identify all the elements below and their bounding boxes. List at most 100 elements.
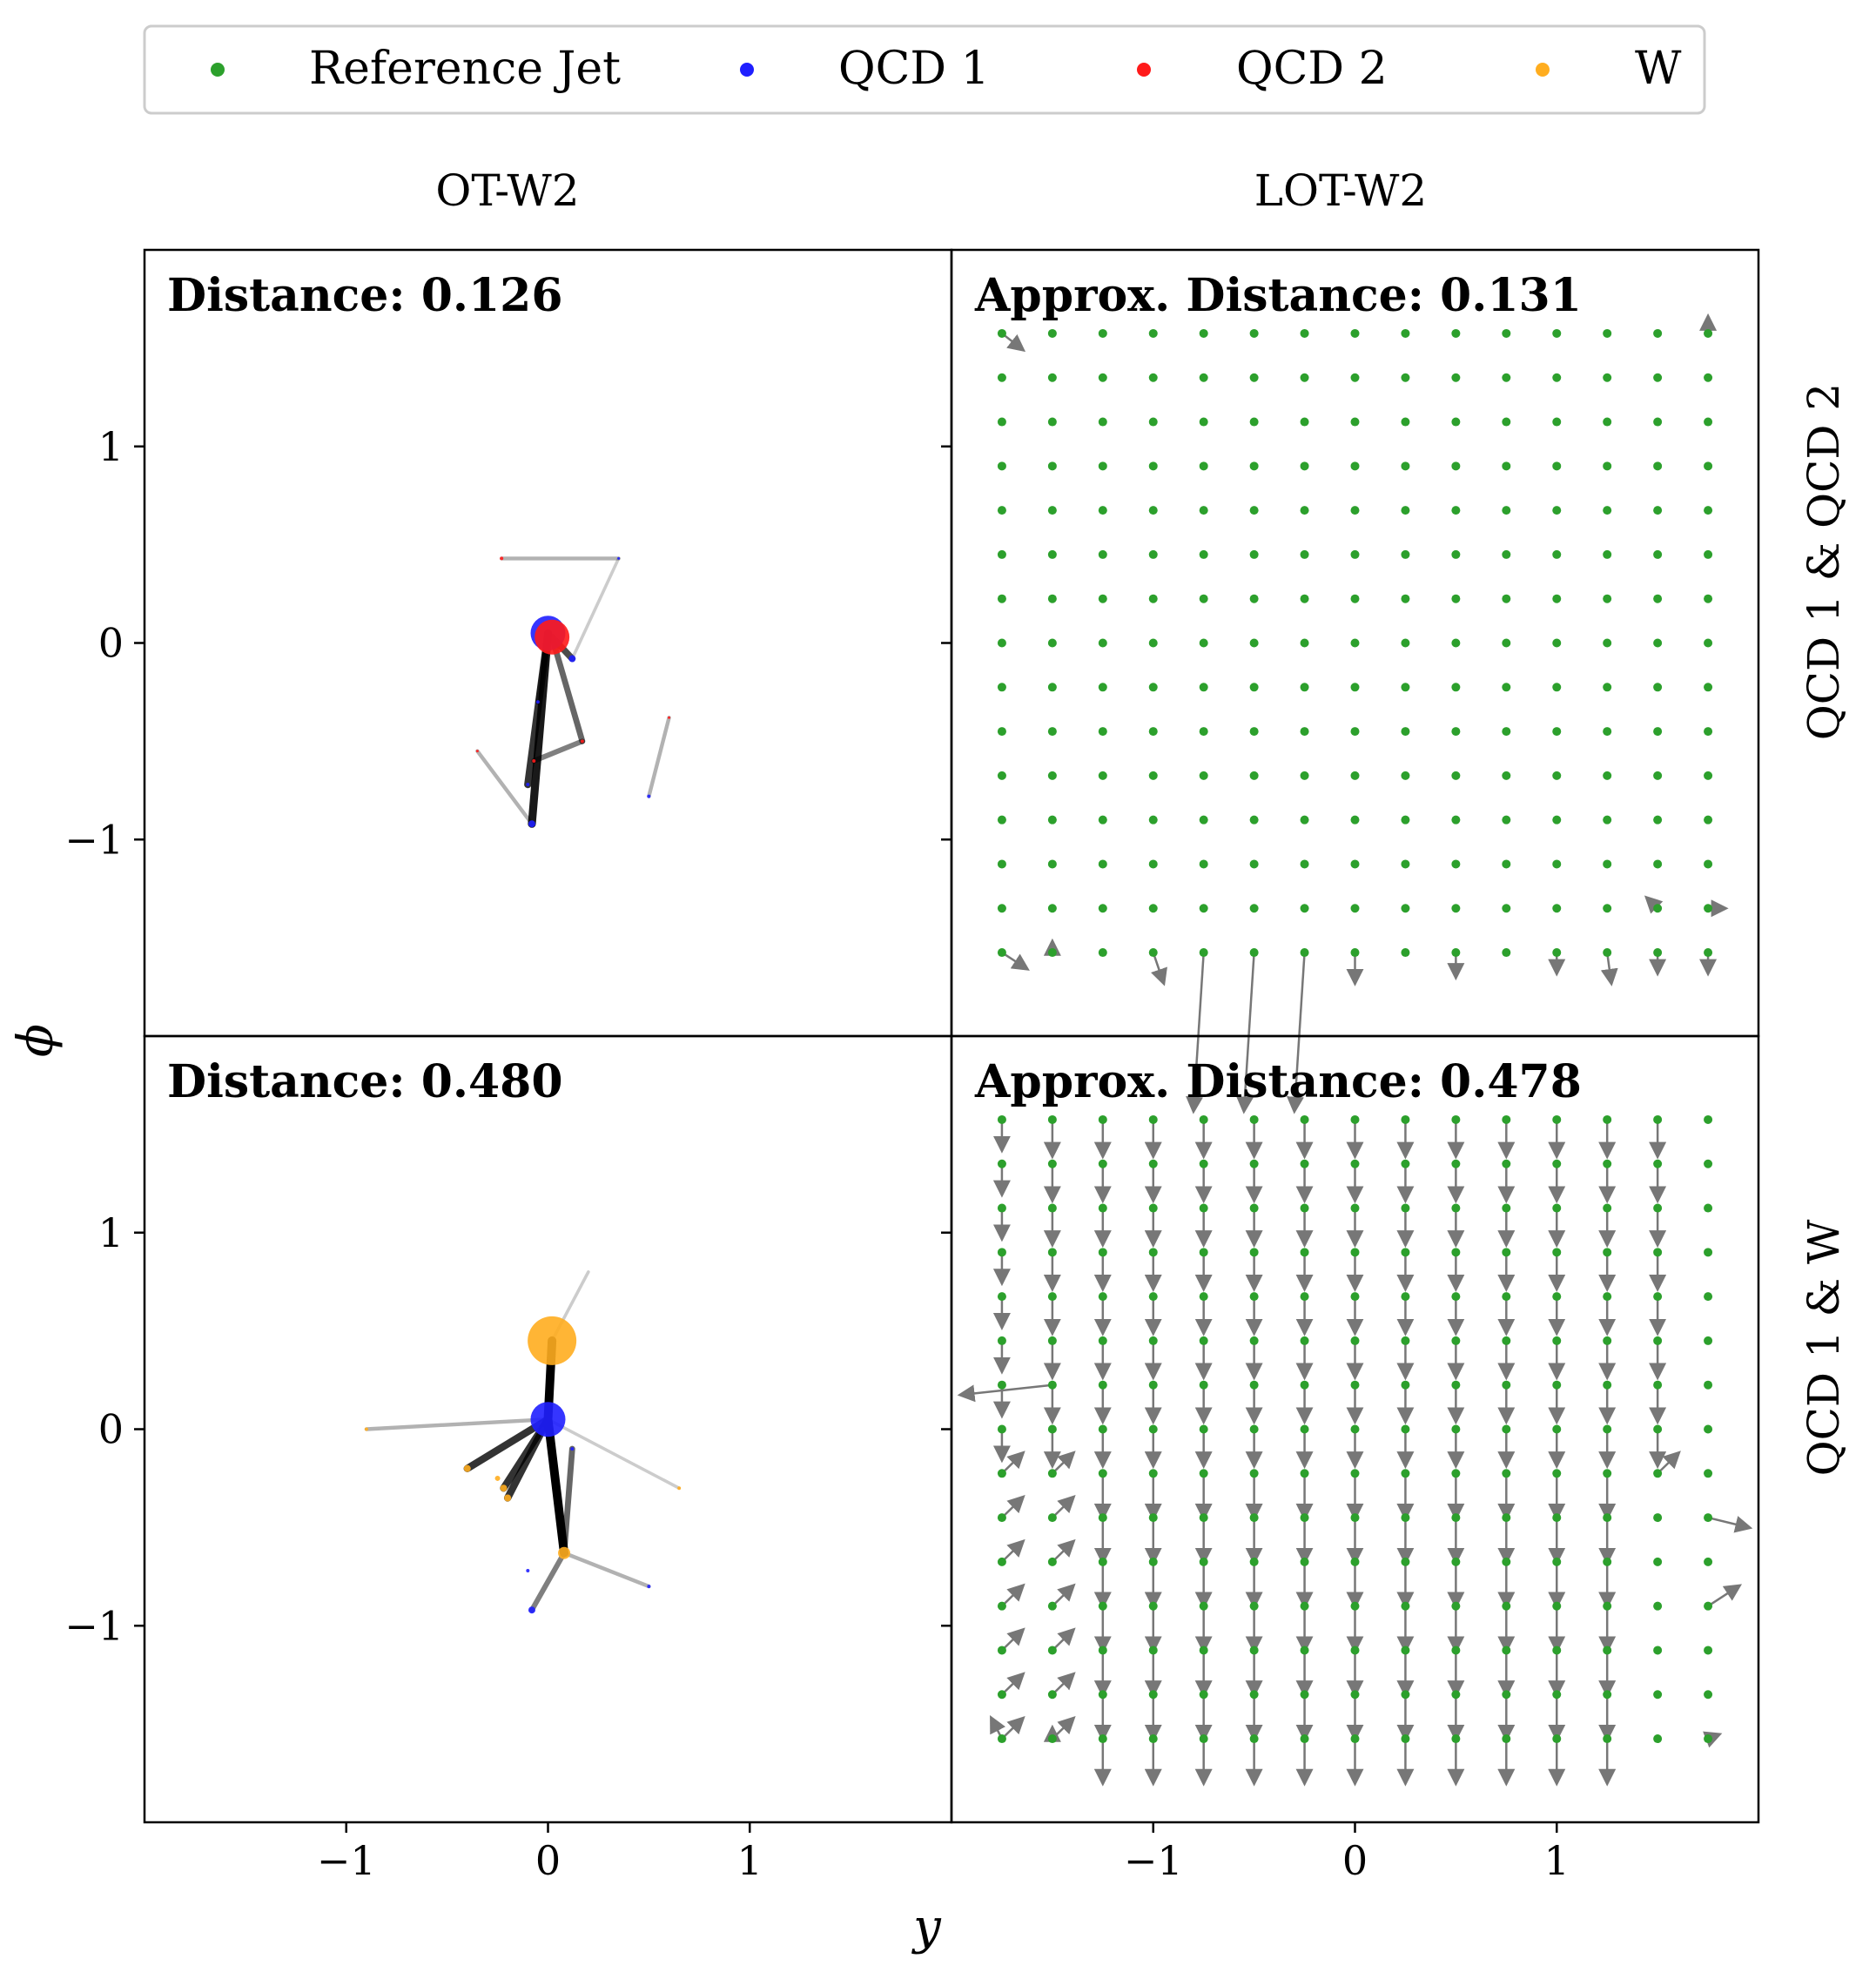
reference-jet-point [1047,1380,1057,1390]
reference-jet-point [1401,1646,1410,1655]
reference-jet-point [1603,1424,1612,1434]
reference-jet-point [1249,683,1259,692]
reference-jet-point [1502,506,1511,515]
reference-jet-point [1350,461,1360,471]
transport-link [561,1445,575,1557]
reference-jet-point [1603,549,1612,559]
reference-jet-point [1047,683,1057,692]
reference-jet-point [1249,1292,1259,1302]
reference-jet-point [1098,1114,1107,1124]
reference-jet-point [1098,1248,1107,1257]
reference-jet-point [1704,815,1713,825]
reference-jet-point [1451,1203,1461,1213]
reference-jet-point [1653,1424,1663,1434]
reference-jet-point [1300,461,1309,471]
reference-jet-point [1502,1203,1511,1213]
reference-jet-point [1704,417,1713,427]
reference-jet-point [1704,506,1713,515]
reference-jet-point [1653,417,1663,427]
reference-jet-point [1199,948,1208,958]
reference-jet-point [1552,1469,1562,1478]
reference-jet-point [1603,1292,1612,1302]
reference-jet-point [1502,683,1511,692]
reference-jet-point [1451,1469,1461,1478]
reference-jet-point [1047,815,1057,825]
reference-jet-point [1350,1248,1360,1257]
reference-jet-point [1552,1690,1562,1700]
reference-jet-point [1451,1424,1461,1434]
reference-jet-point [1502,1114,1511,1124]
reference-jet-point [1199,1646,1208,1655]
reference-jet-point [1148,904,1158,913]
displacement-arrow [1052,1672,1076,1696]
displacement-arrow [1001,1672,1025,1696]
reference-jet-point [1653,1469,1663,1478]
reference-jet-point [1098,771,1107,780]
column-title-lot: LOT-W2 [1254,165,1427,216]
reference-jet-point [997,1336,1006,1345]
reference-jet-point [1300,1513,1309,1523]
reference-jet-point [1502,727,1511,737]
reference-jet-point [1350,727,1360,737]
reference-jet-point [1704,328,1713,338]
reference-jet-point [1098,904,1107,913]
reference-jet-point [1653,1380,1663,1390]
reference-jet-point [1502,859,1511,869]
legend-label-w: W [1635,43,1682,95]
reference-jet-point [1401,594,1410,603]
reference-jet-point [1199,1734,1208,1744]
reference-jet-point [1552,1292,1562,1302]
panel-label-lot-qcd1-w: Approx. Distance: 0.478 [974,1055,1582,1108]
point-qcd-1 [530,1402,566,1437]
reference-jet-point [997,461,1006,471]
reference-jet-point [1502,549,1511,559]
reference-jet-point [1098,461,1107,471]
reference-jet-point [997,1557,1006,1566]
point-w [504,1494,512,1502]
reference-jet-point [1350,1646,1360,1655]
reference-jet-point [1249,549,1259,559]
reference-jet-point [1401,771,1410,780]
column-title-ot: OT-W2 [435,165,579,216]
reference-jet-point [1653,1690,1663,1700]
reference-jet-point [1401,1114,1410,1124]
reference-jet-point [1451,461,1461,471]
reference-jet-point [997,1203,1006,1213]
reference-jet-point [1451,1114,1461,1124]
reference-jet-point [1603,594,1612,603]
reference-jet-point [1350,328,1360,338]
reference-jet-point [1502,461,1511,471]
reference-jet-point [1098,506,1107,515]
reference-jet-point [997,549,1006,559]
y-axis-label: ϕ [8,1024,64,1057]
reference-jet-point [997,1690,1006,1700]
reference-jet-point [1704,771,1713,780]
displacement-arrow [1236,952,1255,1114]
y-tick-label: 1 [98,1209,124,1256]
reference-jet-point [1552,506,1562,515]
reference-jet-point [1249,461,1259,471]
reference-jet-point [1502,771,1511,780]
reference-jet-point [1047,638,1057,648]
point-w [558,1546,571,1559]
reference-jet-point [1552,1159,1562,1168]
reference-jet-point [997,948,1006,958]
reference-jet-point [1148,1203,1158,1213]
y-tick-label: −1 [64,1602,124,1649]
reference-jet-point [1704,1248,1713,1257]
x-tick-label: 0 [1342,1837,1368,1884]
panel-ot-qcd1-qcd2: Distance: 0.126 [143,248,953,1038]
reference-jet-point [1653,1114,1663,1124]
reference-jet-point [1350,1159,1360,1168]
reference-jet-point [1401,727,1410,737]
reference-jet-point [1502,638,1511,648]
transport-link [364,1417,550,1431]
reference-jet-point [1704,373,1713,382]
point-qcd-1 [528,820,535,828]
reference-jet-point [1300,683,1309,692]
reference-jet-point [1451,859,1461,869]
reference-jet-point [1199,549,1208,559]
reference-jet-point [997,1114,1006,1124]
reference-jet-point [1451,373,1461,382]
reference-jet-point [1047,549,1057,559]
